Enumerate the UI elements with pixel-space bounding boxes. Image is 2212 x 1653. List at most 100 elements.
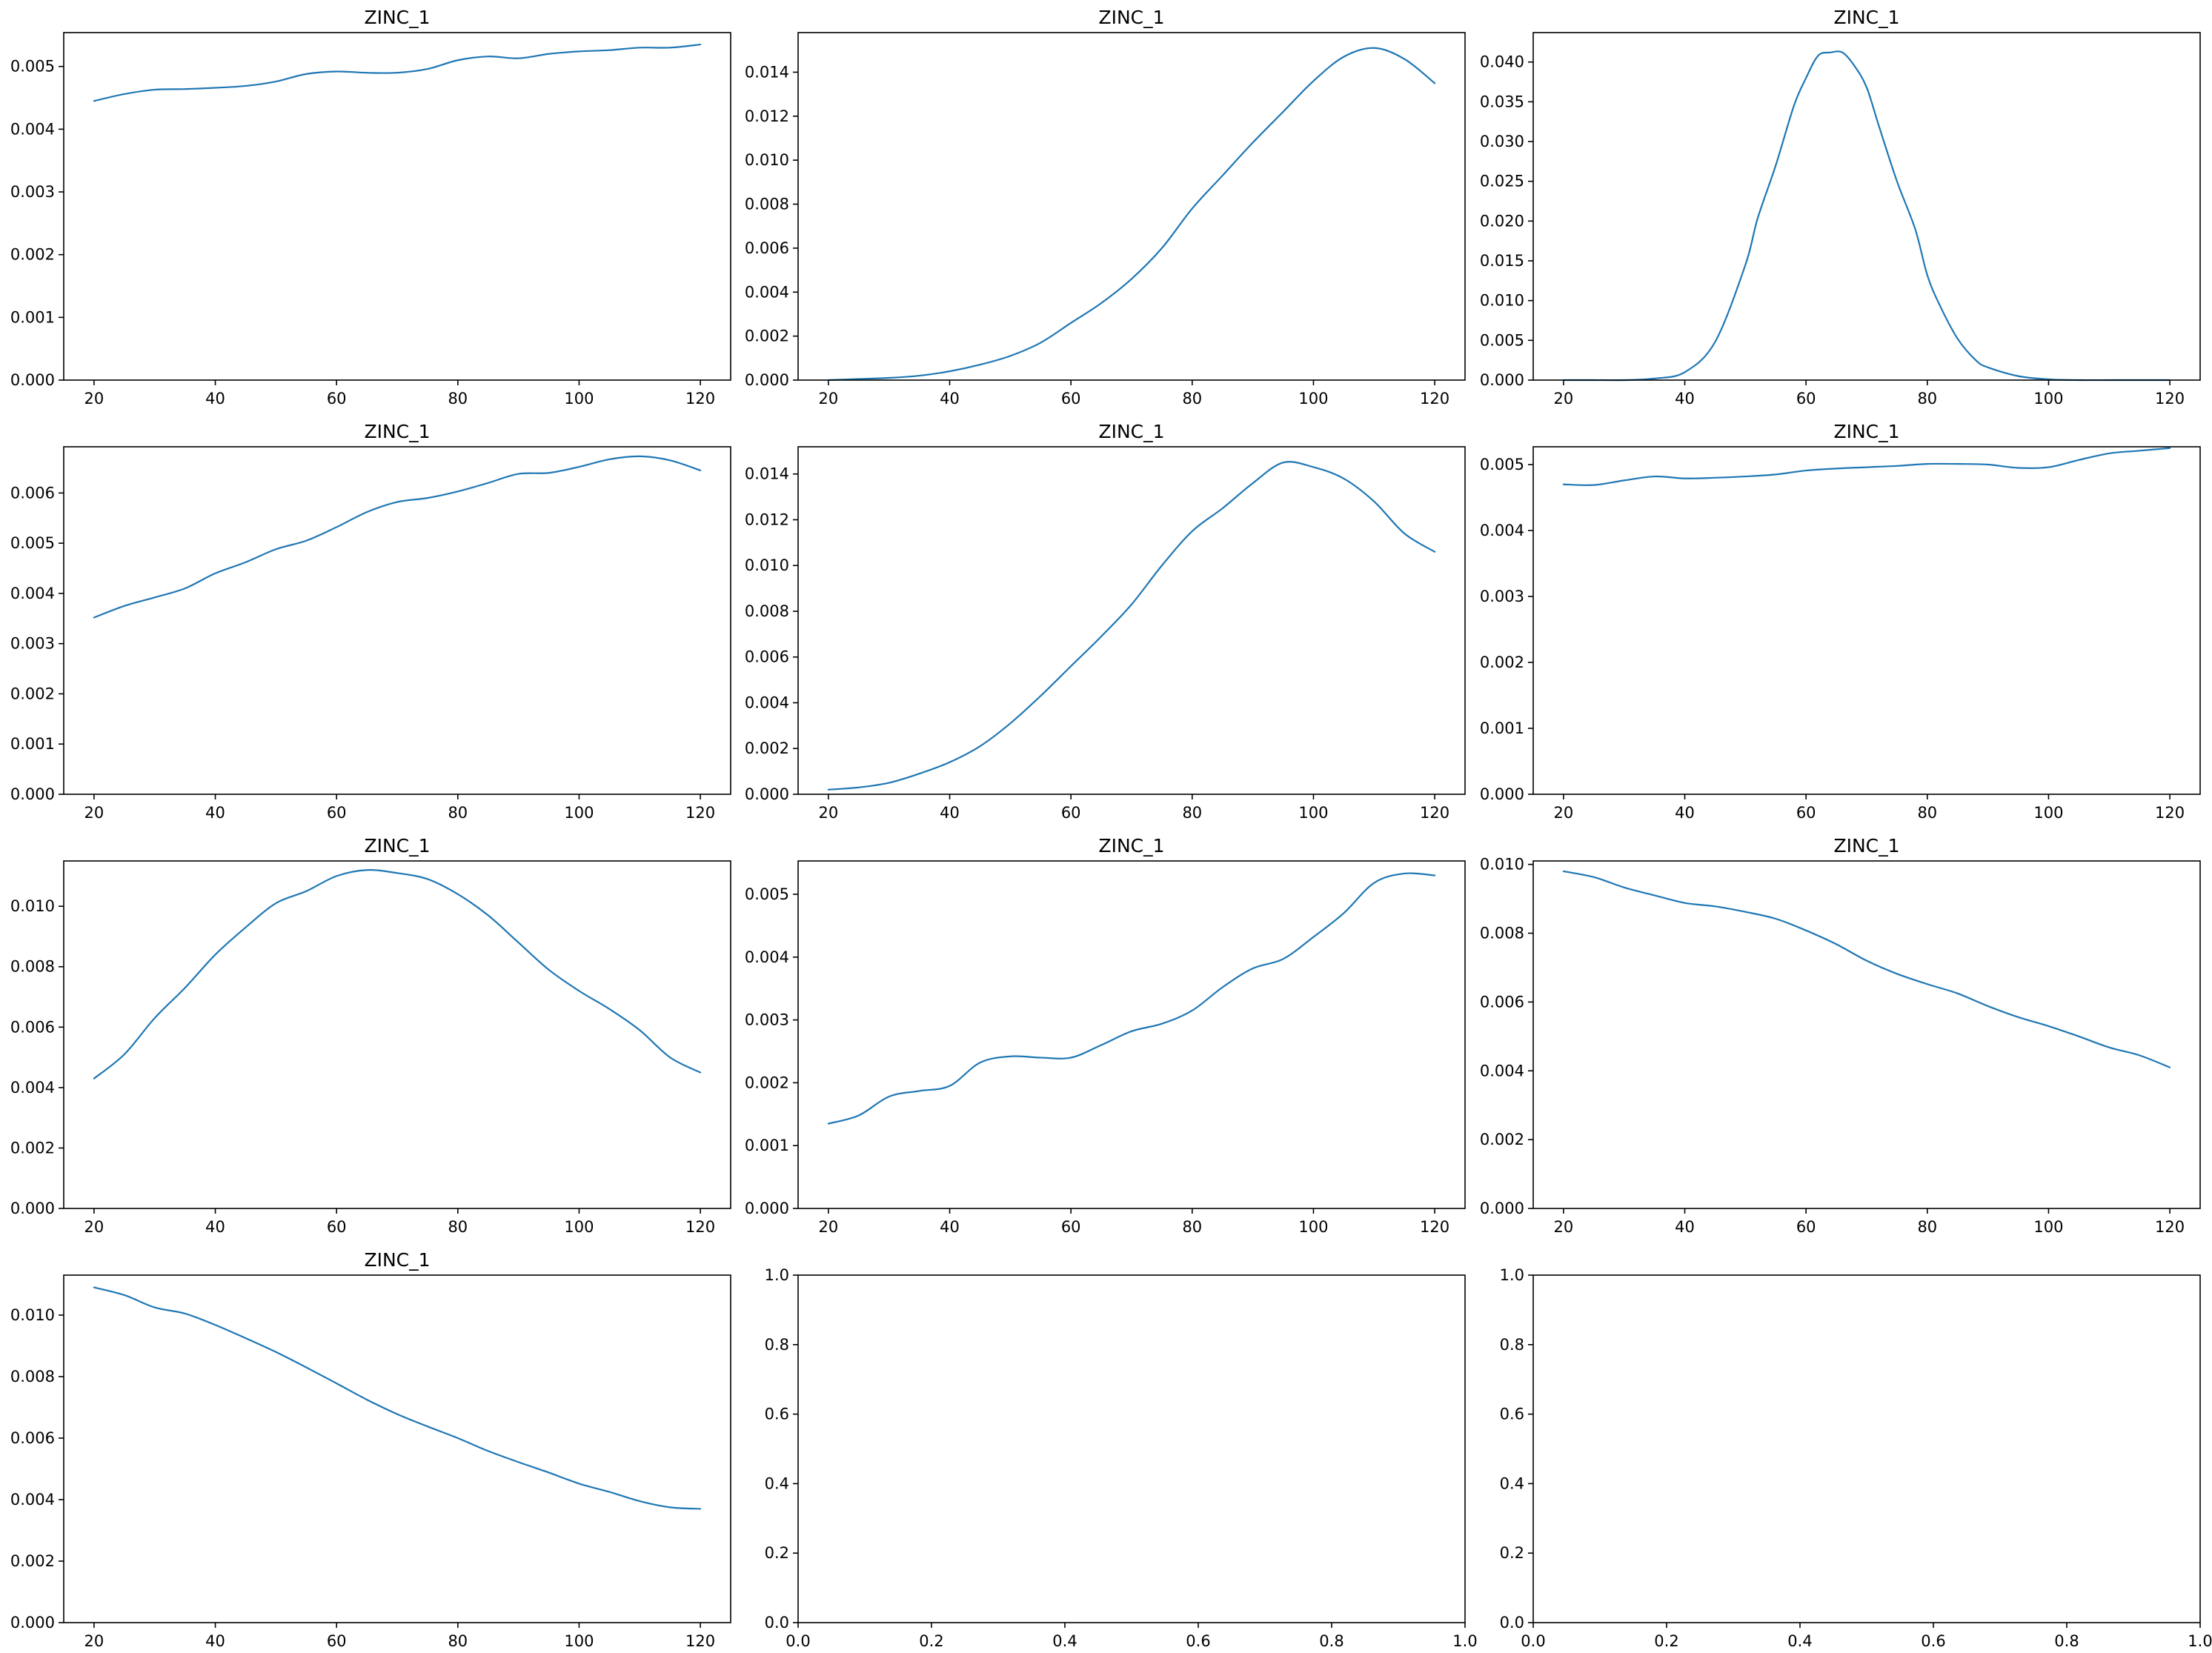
y-tick-label: 0.006 <box>1480 993 1524 1011</box>
plot-frame <box>797 1274 1466 1623</box>
x-tick-label: 0.6 <box>1921 1632 1945 1650</box>
x-tick-label: 60 <box>1061 390 1081 408</box>
x-tick-label: 0.4 <box>1052 1632 1077 1650</box>
subplot-11: 0.0 0.2 0.4 0.6 0.8 1.0 0.0 0.2 0.4 0.6 0.8 1.0 <box>765 1266 1478 1650</box>
x-tick-label: 120 <box>685 804 715 822</box>
x-tick-label: 80 <box>1917 804 1937 822</box>
y-tick-label: 0.003 <box>10 635 55 653</box>
x-tick-label: 100 <box>564 1218 594 1236</box>
y-tick-label: 0.005 <box>745 885 789 903</box>
subplot-title: ZINC_1 <box>364 7 430 28</box>
y-tick-label: 0.0 <box>765 1614 789 1632</box>
y-tick-label: 1.0 <box>765 1266 789 1284</box>
x-tick-label: 120 <box>2155 390 2185 408</box>
y-tick-label: 0.0 <box>1500 1614 1524 1632</box>
y-tick-label: 0.000 <box>10 1200 55 1217</box>
y-tick-label: 0.003 <box>10 183 55 201</box>
x-tick-label: 80 <box>448 804 468 822</box>
x-tick-label: 20 <box>84 804 104 822</box>
x-tick-label: 20 <box>84 1218 104 1236</box>
y-tick-label: 0.040 <box>1480 53 1524 71</box>
x-tick-label: 80 <box>448 1218 468 1236</box>
y-tick-label: 0.012 <box>745 107 789 125</box>
y-tick-label: 0.005 <box>10 58 55 76</box>
y-tick-label: 0.005 <box>1480 456 1524 473</box>
y-tick-label: 0.8 <box>1500 1336 1524 1354</box>
y-tick-label: 0.004 <box>745 283 789 301</box>
x-tick-label: 0.6 <box>1186 1632 1210 1650</box>
x-tick-label: 40 <box>940 1218 960 1236</box>
y-tick-label: 0.010 <box>745 151 789 169</box>
y-tick-label: 0.001 <box>1480 719 1524 737</box>
x-tick-label: 120 <box>685 1218 715 1236</box>
y-tick-label: 0.025 <box>1480 173 1524 190</box>
subplot-title: ZINC_1 <box>364 421 430 442</box>
plot-frame <box>797 446 1466 795</box>
y-tick-label: 0.002 <box>1480 1131 1524 1148</box>
y-tick-label: 0.008 <box>745 602 789 620</box>
y-tick-label: 1.0 <box>1500 1266 1524 1284</box>
x-tick-label: 80 <box>1182 804 1202 822</box>
plot-frame <box>63 32 731 381</box>
y-tick-label: 0.004 <box>745 694 789 711</box>
y-tick-label: 0.010 <box>1480 856 1524 874</box>
y-tick-label: 0.003 <box>745 1011 789 1029</box>
y-tick-label: 0.020 <box>1480 212 1524 230</box>
density-line <box>93 1286 702 1510</box>
subplot-9: ZINC_1 20 40 60 80 100 120 0.000 0.002 0.004 0.006… <box>1480 835 2201 1236</box>
plot-frame <box>797 32 1466 381</box>
x-tick-label: 80 <box>1182 1218 1202 1236</box>
y-tick-label: 0.4 <box>765 1474 789 1492</box>
x-tick-label: 20 <box>84 1632 104 1650</box>
x-tick-label: 0.2 <box>1654 1632 1678 1650</box>
y-tick-label: 0.002 <box>745 327 789 345</box>
x-tick-label: 20 <box>819 390 839 408</box>
subplot-7: ZINC_1 20 40 60 80 100 120 0.000 0.002 0.004 0.006… <box>10 835 731 1236</box>
y-tick-label: 0.004 <box>10 120 55 138</box>
x-tick-label: 120 <box>685 390 715 408</box>
y-tick-label: 0.010 <box>10 1306 55 1324</box>
x-tick-label: 100 <box>2033 1218 2063 1236</box>
subplot-title: ZINC_1 <box>364 1249 430 1271</box>
x-tick-label: 60 <box>1796 804 1816 822</box>
density-line <box>93 43 702 102</box>
y-tick-label: 0.000 <box>10 785 55 803</box>
y-tick-label: 0.001 <box>745 1137 789 1154</box>
x-tick-label: 100 <box>2033 390 2063 408</box>
x-tick-label: 0.4 <box>1787 1632 1812 1650</box>
x-tick-label: 120 <box>2155 1218 2185 1236</box>
y-tick-label: 0.015 <box>1480 252 1524 270</box>
x-tick-label: 60 <box>1061 1218 1081 1236</box>
y-tick-label: 0.000 <box>745 785 789 803</box>
density-line <box>1562 50 2171 382</box>
y-tick-label: 0.002 <box>10 685 55 702</box>
y-tick-label: 0.006 <box>10 484 55 502</box>
density-line <box>93 455 702 619</box>
x-tick-label: 80 <box>448 390 468 408</box>
x-tick-label: 100 <box>1298 1218 1328 1236</box>
y-tick-label: 0.000 <box>1480 785 1524 803</box>
x-tick-label: 0.0 <box>786 1632 810 1650</box>
x-tick-label: 40 <box>205 1218 225 1236</box>
x-tick-label: 20 <box>1554 804 1574 822</box>
plot-frame <box>63 1274 731 1623</box>
subplot-1: ZINC_1 20 40 60 80 100 120 0.000 0.001 0.002 0.003… <box>10 7 731 408</box>
x-tick-label: 40 <box>1675 804 1695 822</box>
x-tick-label: 120 <box>2155 804 2185 822</box>
y-tick-label: 0.000 <box>10 1614 55 1632</box>
y-tick-label: 0.035 <box>1480 93 1524 110</box>
subplot-6: ZINC_1 20 40 60 80 100 120 0.000 0.001 0.002 0.003… <box>1480 421 2201 822</box>
y-tick-label: 0.000 <box>1480 1200 1524 1217</box>
y-tick-label: 0.008 <box>10 958 55 976</box>
x-tick-label: 20 <box>1554 1218 1574 1236</box>
y-tick-label: 0.6 <box>1500 1406 1524 1423</box>
y-tick-label: 0.004 <box>10 1491 55 1509</box>
y-tick-label: 0.002 <box>10 246 55 264</box>
y-tick-label: 0.000 <box>745 1200 789 1217</box>
subplot-title: ZINC_1 <box>1833 835 1899 857</box>
y-tick-label: 0.002 <box>10 1139 55 1157</box>
x-tick-label: 120 <box>685 1632 715 1650</box>
y-tick-label: 0.000 <box>10 371 55 389</box>
y-tick-label: 0.002 <box>1480 653 1524 671</box>
